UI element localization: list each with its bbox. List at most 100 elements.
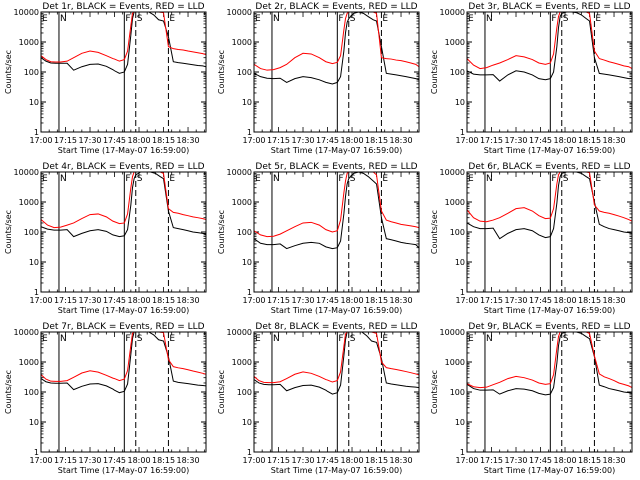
y-tick-label: 10 <box>29 418 39 427</box>
x-tick-label: 18:30 <box>389 296 412 305</box>
x-tick-label: 17:30 <box>291 136 314 145</box>
x-tick-label: 17:30 <box>78 456 101 465</box>
y-tick-label: 1 <box>247 128 252 137</box>
x-tick-label: 17:45 <box>103 296 126 305</box>
event-marker-label: E <box>382 334 388 344</box>
x-tick-label: 17:45 <box>529 296 552 305</box>
x-tick-label: 17:15 <box>480 136 503 145</box>
x-tick-label: 17:45 <box>316 136 339 145</box>
x-tick-label: 17:30 <box>291 456 314 465</box>
event-marker-label: E <box>595 14 601 24</box>
y-tick-label: 10000 <box>227 328 252 337</box>
events-series-line <box>253 171 420 250</box>
x-tick-label: 18:15 <box>152 136 175 145</box>
y-tick-label: 10 <box>242 418 252 427</box>
x-tick-label: 17:45 <box>316 456 339 465</box>
x-tick-label: 17:45 <box>103 136 126 145</box>
event-marker-label: F <box>338 174 343 184</box>
y-tick-label: 100 <box>24 68 39 77</box>
y-tick-label: 10000 <box>440 168 465 177</box>
x-tick-label: 18:00 <box>553 136 576 145</box>
y-tick-label: 10000 <box>440 8 465 17</box>
events-series-line <box>466 331 633 396</box>
y-axis-label: Counts/sec <box>430 50 439 94</box>
x-tick-label: 18:00 <box>553 296 576 305</box>
x-tick-label: 18:00 <box>340 296 363 305</box>
panel-title: Det 1r, BLACK = Events, RED = LLD <box>42 2 204 12</box>
y-tick-label: 10000 <box>14 8 39 17</box>
y-tick-label: 10 <box>29 98 39 107</box>
panel-title: Det 3r, BLACK = Events, RED = LLD <box>468 2 630 12</box>
x-tick-label: 17:00 <box>242 296 265 305</box>
y-tick-label: 1000 <box>232 358 252 367</box>
event-marker-label: E <box>468 334 474 344</box>
y-axis-label: Counts/sec <box>217 50 226 94</box>
event-marker-label: N <box>273 174 280 184</box>
plot-frame <box>466 11 633 133</box>
event-marker-label: F <box>125 174 130 184</box>
event-marker-label: E <box>255 14 261 24</box>
y-tick-label: 10000 <box>440 328 465 337</box>
x-tick-label: 18:15 <box>578 296 601 305</box>
y-tick-label: 100 <box>450 228 465 237</box>
event-marker-label: E <box>595 174 601 184</box>
event-marker-label: E <box>255 334 261 344</box>
x-tick-label: 17:00 <box>242 456 265 465</box>
x-tick-label: 18:15 <box>365 456 388 465</box>
y-tick-label: 1 <box>34 128 39 137</box>
x-tick-label: 18:30 <box>602 456 625 465</box>
y-tick-label: 10000 <box>14 168 39 177</box>
event-marker-label: S <box>137 14 143 24</box>
detector-panel-4: Det 4r, BLACK = Events, RED = LLD Counts/… <box>4 162 207 315</box>
x-tick-label: 17:00 <box>455 456 478 465</box>
event-marker-label: S <box>350 334 356 344</box>
plot-frame <box>253 331 420 453</box>
event-marker-label: E <box>468 174 474 184</box>
plot-frame <box>253 11 420 133</box>
detector-panel-6: Det 6r, BLACK = Events, RED = LLD Counts/… <box>430 162 633 315</box>
x-tick-label: 18:15 <box>152 456 175 465</box>
x-tick-label: 18:00 <box>127 136 150 145</box>
x-axis-label: Start Time (17-May-07 16:59:00) <box>271 306 402 315</box>
detector-panel-9: Det 9r, BLACK = Events, RED = LLD Counts/… <box>430 322 633 475</box>
x-tick-label: 18:30 <box>176 136 199 145</box>
x-tick-label: 18:15 <box>365 296 388 305</box>
event-marker-label: E <box>382 174 388 184</box>
x-tick-label: 17:45 <box>103 456 126 465</box>
event-marker-label: S <box>350 174 356 184</box>
event-marker-label: E <box>255 174 261 184</box>
y-tick-label: 1000 <box>445 198 465 207</box>
y-tick-label: 10 <box>29 258 39 267</box>
y-tick-label: 100 <box>24 388 39 397</box>
panel-title: Det 8r, BLACK = Events, RED = LLD <box>255 322 417 332</box>
x-tick-label: 17:00 <box>242 136 265 145</box>
x-tick-label: 18:15 <box>365 136 388 145</box>
x-tick-label: 17:00 <box>29 296 52 305</box>
x-tick-label: 17:30 <box>291 296 314 305</box>
event-marker-label: E <box>169 334 175 344</box>
event-marker-label: S <box>563 174 569 184</box>
event-marker-label: F <box>338 14 343 24</box>
event-marker-label: N <box>486 334 493 344</box>
event-marker-label: E <box>382 14 388 24</box>
y-tick-label: 10000 <box>227 168 252 177</box>
event-marker-label: N <box>60 334 67 344</box>
x-tick-label: 18:30 <box>389 136 412 145</box>
event-marker-label: N <box>273 14 280 24</box>
x-tick-label: 17:00 <box>455 136 478 145</box>
y-tick-label: 100 <box>237 68 252 77</box>
y-axis-label: Counts/sec <box>4 50 13 94</box>
y-tick-label: 1000 <box>232 38 252 47</box>
y-tick-label: 1 <box>247 448 252 457</box>
x-tick-label: 18:30 <box>176 296 199 305</box>
y-tick-label: 10 <box>455 258 465 267</box>
x-tick-label: 17:15 <box>267 456 290 465</box>
event-marker-label: N <box>486 14 493 24</box>
y-tick-label: 10 <box>242 98 252 107</box>
y-tick-label: 10000 <box>14 328 39 337</box>
event-marker-label: E <box>42 334 48 344</box>
y-tick-label: 1000 <box>232 198 252 207</box>
